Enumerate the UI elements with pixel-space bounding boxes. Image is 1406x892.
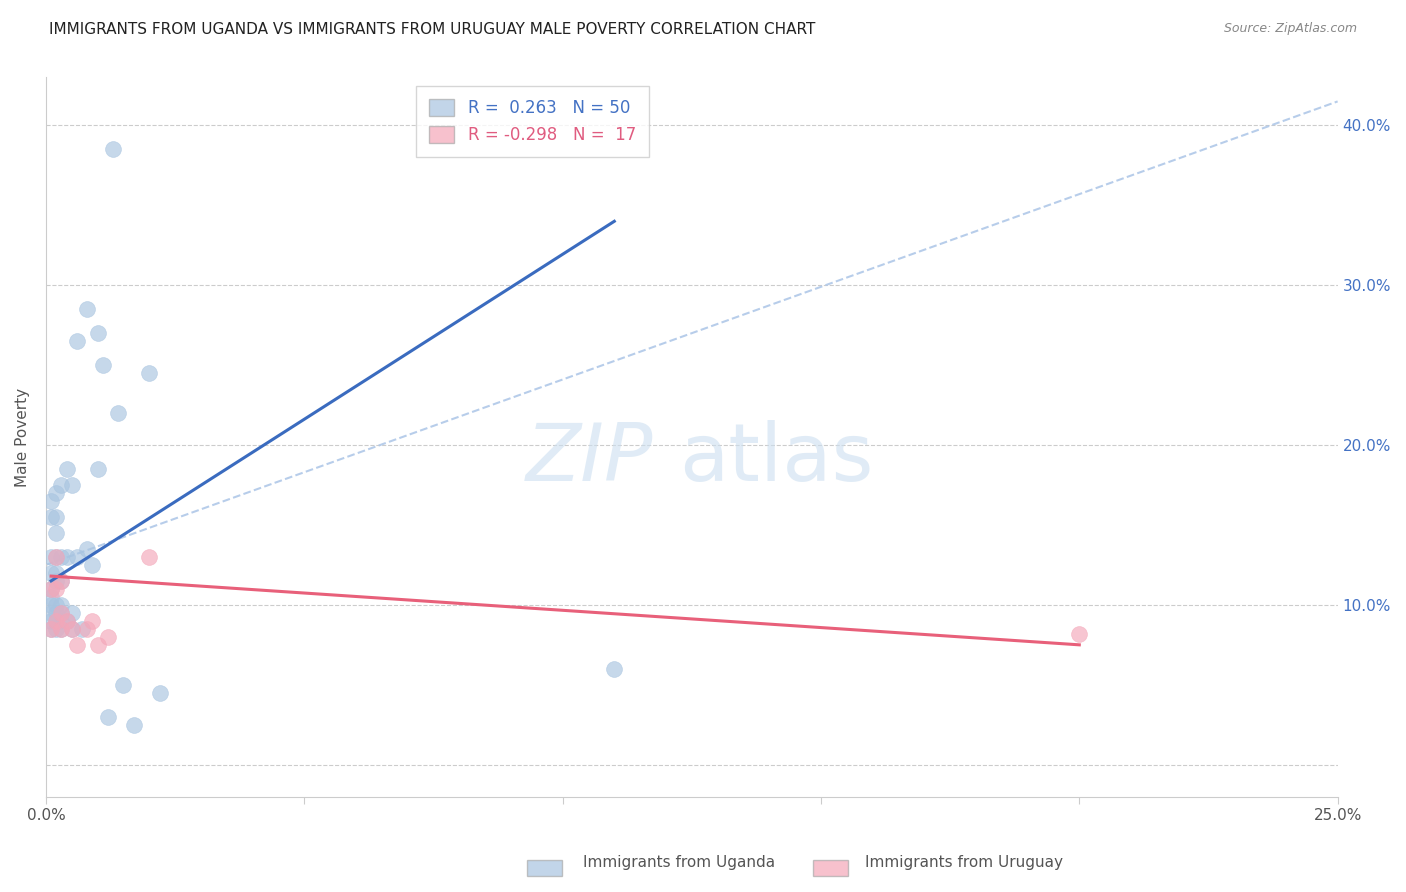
Point [39, 494, 62, 508]
Point [86, 462, 108, 476]
Point [66, 549, 89, 564]
Text: ZIP: ZIP [526, 419, 652, 498]
Point [45, 574, 67, 588]
Point [55, 614, 77, 628]
Point [112, 678, 135, 692]
Point [603, 662, 626, 676]
Point [76, 302, 98, 317]
Point [66, 334, 89, 348]
Point [51, 574, 73, 588]
Point [51, 574, 73, 588]
Point [149, 686, 172, 700]
Point [51, 606, 73, 620]
Point [45, 606, 67, 620]
Point [39, 582, 62, 596]
Point [45, 525, 67, 540]
Point [82, 558, 104, 572]
Point [51, 598, 73, 612]
Y-axis label: Male Poverty: Male Poverty [15, 387, 30, 487]
Point [91, 358, 114, 372]
Point [51, 478, 73, 492]
Point [51, 549, 73, 564]
Point [55, 462, 77, 476]
Point [45, 549, 67, 564]
Point [51, 606, 73, 620]
Point [97, 630, 120, 644]
Point [70, 622, 93, 636]
Point [138, 366, 160, 380]
Point [45, 566, 67, 580]
Point [39, 622, 62, 636]
Text: Immigrants from Uruguay: Immigrants from Uruguay [865, 855, 1063, 870]
Point [45, 582, 67, 596]
Point [55, 549, 77, 564]
Point [1069, 626, 1091, 640]
Point [76, 541, 98, 556]
Point [45, 622, 67, 636]
Point [86, 326, 108, 341]
Point [122, 718, 145, 732]
Point [39, 566, 62, 580]
Point [76, 622, 98, 636]
Point [45, 486, 67, 500]
Text: atlas: atlas [679, 419, 873, 498]
Point [39, 622, 62, 636]
Point [60, 622, 83, 636]
Text: IMMIGRANTS FROM UGANDA VS IMMIGRANTS FROM URUGUAY MALE POVERTY CORRELATION CHART: IMMIGRANTS FROM UGANDA VS IMMIGRANTS FRO… [49, 22, 815, 37]
Point [45, 549, 67, 564]
Point [39, 614, 62, 628]
Point [45, 614, 67, 628]
Point [60, 622, 83, 636]
Legend: R =  0.263   N = 50, R = -0.298   N =  17: R = 0.263 N = 50, R = -0.298 N = 17 [416, 86, 650, 157]
Point [39, 582, 62, 596]
Point [101, 142, 124, 156]
Point [51, 614, 73, 628]
Point [60, 606, 83, 620]
Point [138, 549, 160, 564]
Point [86, 638, 108, 652]
Point [45, 598, 67, 612]
Point [39, 590, 62, 604]
Point [39, 510, 62, 524]
Text: Immigrants from Uganda: Immigrants from Uganda [583, 855, 776, 870]
Point [82, 614, 104, 628]
Point [55, 614, 77, 628]
Point [107, 406, 129, 420]
Point [97, 710, 120, 724]
Point [51, 622, 73, 636]
Point [66, 638, 89, 652]
Point [51, 622, 73, 636]
Point [39, 598, 62, 612]
Text: Source: ZipAtlas.com: Source: ZipAtlas.com [1223, 22, 1357, 36]
Point [39, 549, 62, 564]
Point [60, 478, 83, 492]
Point [39, 606, 62, 620]
Point [45, 614, 67, 628]
Point [45, 510, 67, 524]
